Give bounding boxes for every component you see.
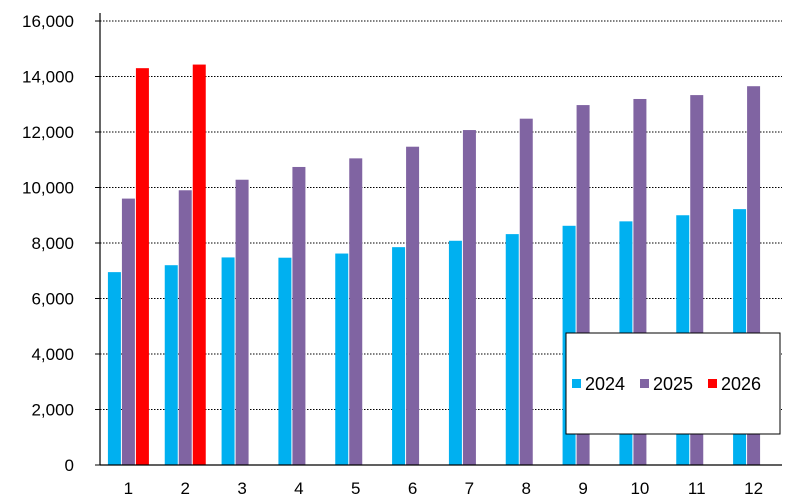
x-tick-label: 5	[351, 479, 360, 498]
bar-2025-8	[519, 118, 533, 466]
legend-label-2026: 2026	[721, 374, 761, 394]
x-tick-label: 11	[688, 479, 706, 498]
bar-2025-1	[121, 198, 135, 465]
legend: 2024 2025 2026	[565, 332, 781, 435]
x-tick-label: 10	[630, 479, 649, 498]
bar-2024-7	[448, 240, 462, 465]
x-tick-label: 7	[465, 479, 474, 498]
legend-label-2025: 2025	[653, 374, 693, 394]
x-tick-label: 9	[578, 479, 587, 498]
x-tick-label: 2	[181, 479, 190, 498]
bar-2025-2	[178, 190, 192, 465]
bar-2025-3	[235, 179, 249, 466]
x-tick-label: 1	[124, 479, 133, 498]
y-tick-label: 16,000	[22, 12, 74, 31]
y-tick-label: 4,000	[31, 345, 74, 364]
legend-box	[565, 332, 781, 435]
y-tick-label: 8,000	[31, 234, 74, 253]
legend-items: 2024 2025 2026	[572, 374, 761, 394]
bar-2025-7	[462, 130, 476, 465]
legend-swatch-2024	[572, 379, 581, 388]
bar-2025-4	[292, 166, 306, 465]
y-tick-label: 10,000	[22, 179, 74, 198]
bar-2024-5	[335, 253, 349, 465]
y-tick-labels: 0 2,000 4,000 6,000 8,000 10,000 12,000 14,000 1…	[22, 12, 74, 475]
y-tick-label: 14,000	[22, 68, 74, 87]
bar-2026-1	[135, 68, 149, 466]
bar-2024-3	[221, 257, 235, 465]
x-tick-label: 4	[294, 479, 303, 498]
bar-2026-2	[192, 64, 206, 465]
x-tick-label: 6	[408, 479, 417, 498]
bar-2024-6	[392, 247, 406, 465]
legend-swatch-2025	[640, 379, 649, 388]
y-tick-label: 0	[65, 456, 74, 475]
y-tick-label: 12,000	[22, 123, 74, 142]
axes	[95, 13, 782, 466]
x-tick-labels: 1 2 3 4 5 6 7 8 9 10 11 12	[124, 479, 763, 498]
legend-swatch-2026	[708, 379, 717, 388]
y-tick-label: 6,000	[31, 290, 74, 309]
bar-2025-5	[349, 158, 363, 466]
x-tick-label: 12	[744, 479, 763, 498]
x-tick-label: 8	[522, 479, 531, 498]
bar-2024-4	[278, 257, 292, 465]
bar-2025-6	[406, 146, 420, 465]
bar-2024-8	[505, 234, 519, 465]
bar-2024-2	[164, 265, 178, 465]
bar-2024-1	[107, 272, 121, 465]
x-tick-label: 3	[237, 479, 246, 498]
y-tick-label: 2,000	[31, 401, 74, 420]
legend-label-2024: 2024	[585, 374, 625, 394]
